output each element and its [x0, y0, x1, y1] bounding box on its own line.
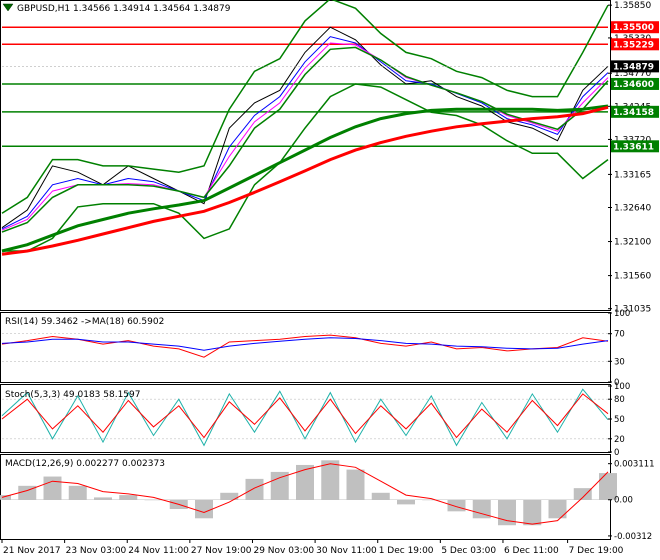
current-price-label: 1.34879	[613, 62, 654, 72]
stoch-axis-tick-label: 20	[614, 435, 625, 445]
time-tick-label: 5 Dec 03:00	[441, 546, 496, 556]
stoch-axis-tick-label: 50	[614, 415, 625, 425]
rsi-panel-title: RSI(14) 59.3462 ->MA(18) 60.5902	[5, 317, 164, 327]
series-stoch-main	[1, 388, 609, 447]
stoch-panel-title: Stoch(5,3,3) 49.0183 58.1597	[5, 390, 140, 400]
price-axis-tick-label: 1.31035	[614, 305, 651, 315]
level-tag	[611, 38, 659, 51]
price-axis-tick-label: 1.34770	[614, 69, 651, 79]
level-tag	[611, 105, 659, 118]
series-ma-red	[1, 105, 609, 256]
level-tag	[611, 77, 659, 90]
time-tick-label: 27 Nov 19:00	[191, 546, 252, 556]
series-rsi-ma	[1, 337, 609, 351]
time-tick-label: 7 Dec 19:00	[569, 546, 624, 556]
macd-bar	[346, 469, 365, 500]
macd-lines	[1, 463, 609, 525]
macd-bar	[472, 499, 491, 519]
macd-bar	[447, 499, 466, 512]
stoch-lines	[1, 388, 609, 447]
rsi-panel[interactable]	[0, 312, 611, 383]
rsi-lines	[1, 333, 609, 362]
macd-bar	[43, 476, 62, 500]
macd-bar	[68, 485, 87, 500]
macd-bar	[220, 492, 239, 500]
macd-bar	[321, 460, 340, 500]
macd-bar	[573, 488, 592, 500]
series-ma-green	[1, 104, 609, 253]
macd-bar	[523, 499, 542, 526]
stoch-axis-tick-label: 80	[614, 395, 625, 405]
series-stoch-signal	[1, 393, 609, 439]
stoch-axis-tick-label: 100	[614, 382, 630, 392]
macd-panel-title: MACD(12,26,9) 0.002277 0.002373	[5, 459, 165, 469]
macd-bar	[296, 464, 314, 500]
price-axis-tick-label: 1.32100	[614, 238, 651, 248]
macd-axis: 0.003111 0.00 -0.00312	[608, 460, 655, 542]
rsi-axis-tick-label: 100	[614, 309, 630, 319]
symbol-icon[interactable]	[2, 3, 14, 12]
time-tick-label: 29 Nov 03:00	[253, 546, 314, 556]
series-macd-signal	[1, 463, 609, 525]
price-axis-tick-label: 1.31560	[614, 272, 651, 282]
macd-bar	[270, 471, 289, 500]
rsi-axis-tick-label: 0	[614, 378, 619, 388]
price-lines	[1, 0, 609, 256]
series-bollinger-lower	[2, 83, 609, 252]
macd-bar	[548, 499, 567, 519]
macd-bar	[119, 495, 138, 500]
time-axis: 21 Nov 2017 23 Nov 03:00 24 Nov 11:00 27 No…	[1, 539, 624, 556]
stoch-axis: 100 80 50 20 0	[608, 382, 630, 458]
macd-bar	[144, 499, 163, 501]
time-tick-label: 21 Nov 2017	[3, 546, 61, 556]
rsi-axis-tick-label: 70	[614, 330, 625, 340]
rsi-axis-tick-label: 30	[614, 357, 625, 367]
macd-bar	[94, 497, 112, 500]
series-rsi	[1, 334, 609, 358]
chart-arrow-down-icon	[2, 3, 14, 12]
level-tag-label: 1.34158	[613, 108, 654, 118]
macd-bar	[422, 499, 441, 501]
macd-axis-tick-label: 0.003111	[614, 460, 655, 470]
price-tags: 1.35500 1.35229 1.34600 1.34158 1.33611 1.348…	[2, 21, 659, 153]
level-tag-label: 1.35500	[613, 23, 654, 33]
level-tag	[611, 21, 659, 34]
time-tick-label: 24 Nov 11:00	[128, 546, 189, 556]
time-tick-label: 6 Dec 11:00	[504, 546, 559, 556]
price-axis-tick-label: 1.35850	[614, 1, 651, 11]
level-tag-label: 1.35229	[613, 40, 654, 50]
macd-axis-tick-label: 0.00	[614, 496, 633, 506]
stoch-axis-tick-label: 0	[614, 448, 619, 458]
series-bollinger-upper	[1, 0, 609, 214]
level-tag	[611, 140, 659, 153]
price-panel-title: GBPUSD,H1 1.34566 1.34914 1.34564 1.3487…	[17, 4, 231, 14]
time-tick-label: 1 Dec 19:00	[379, 546, 434, 556]
time-tick-label: 30 Nov 11:00	[316, 546, 377, 556]
current-price-tag	[611, 60, 659, 73]
macd-axis-tick-label: -0.00312	[614, 532, 652, 542]
rsi-axis: 100 70 30 0	[608, 309, 630, 388]
price-panel[interactable]	[0, 0, 611, 311]
price-levels	[2, 26, 608, 148]
macd-bar	[397, 499, 415, 505]
macd-bar	[599, 473, 617, 500]
series-bollinger-mid	[1, 46, 609, 233]
macd-bar	[0, 495, 11, 500]
level-tag-label: 1.34600	[613, 80, 654, 90]
macd-bar	[245, 478, 264, 500]
price-axis-tick-label: 1.32640	[614, 204, 651, 214]
macd-bar	[371, 492, 390, 500]
level-tag-label: 1.33611	[613, 142, 654, 152]
macd-bar	[195, 499, 213, 519]
price-axis-tick-label: 1.33165	[614, 170, 651, 180]
time-tick-label: 23 Nov 03:00	[66, 546, 127, 556]
